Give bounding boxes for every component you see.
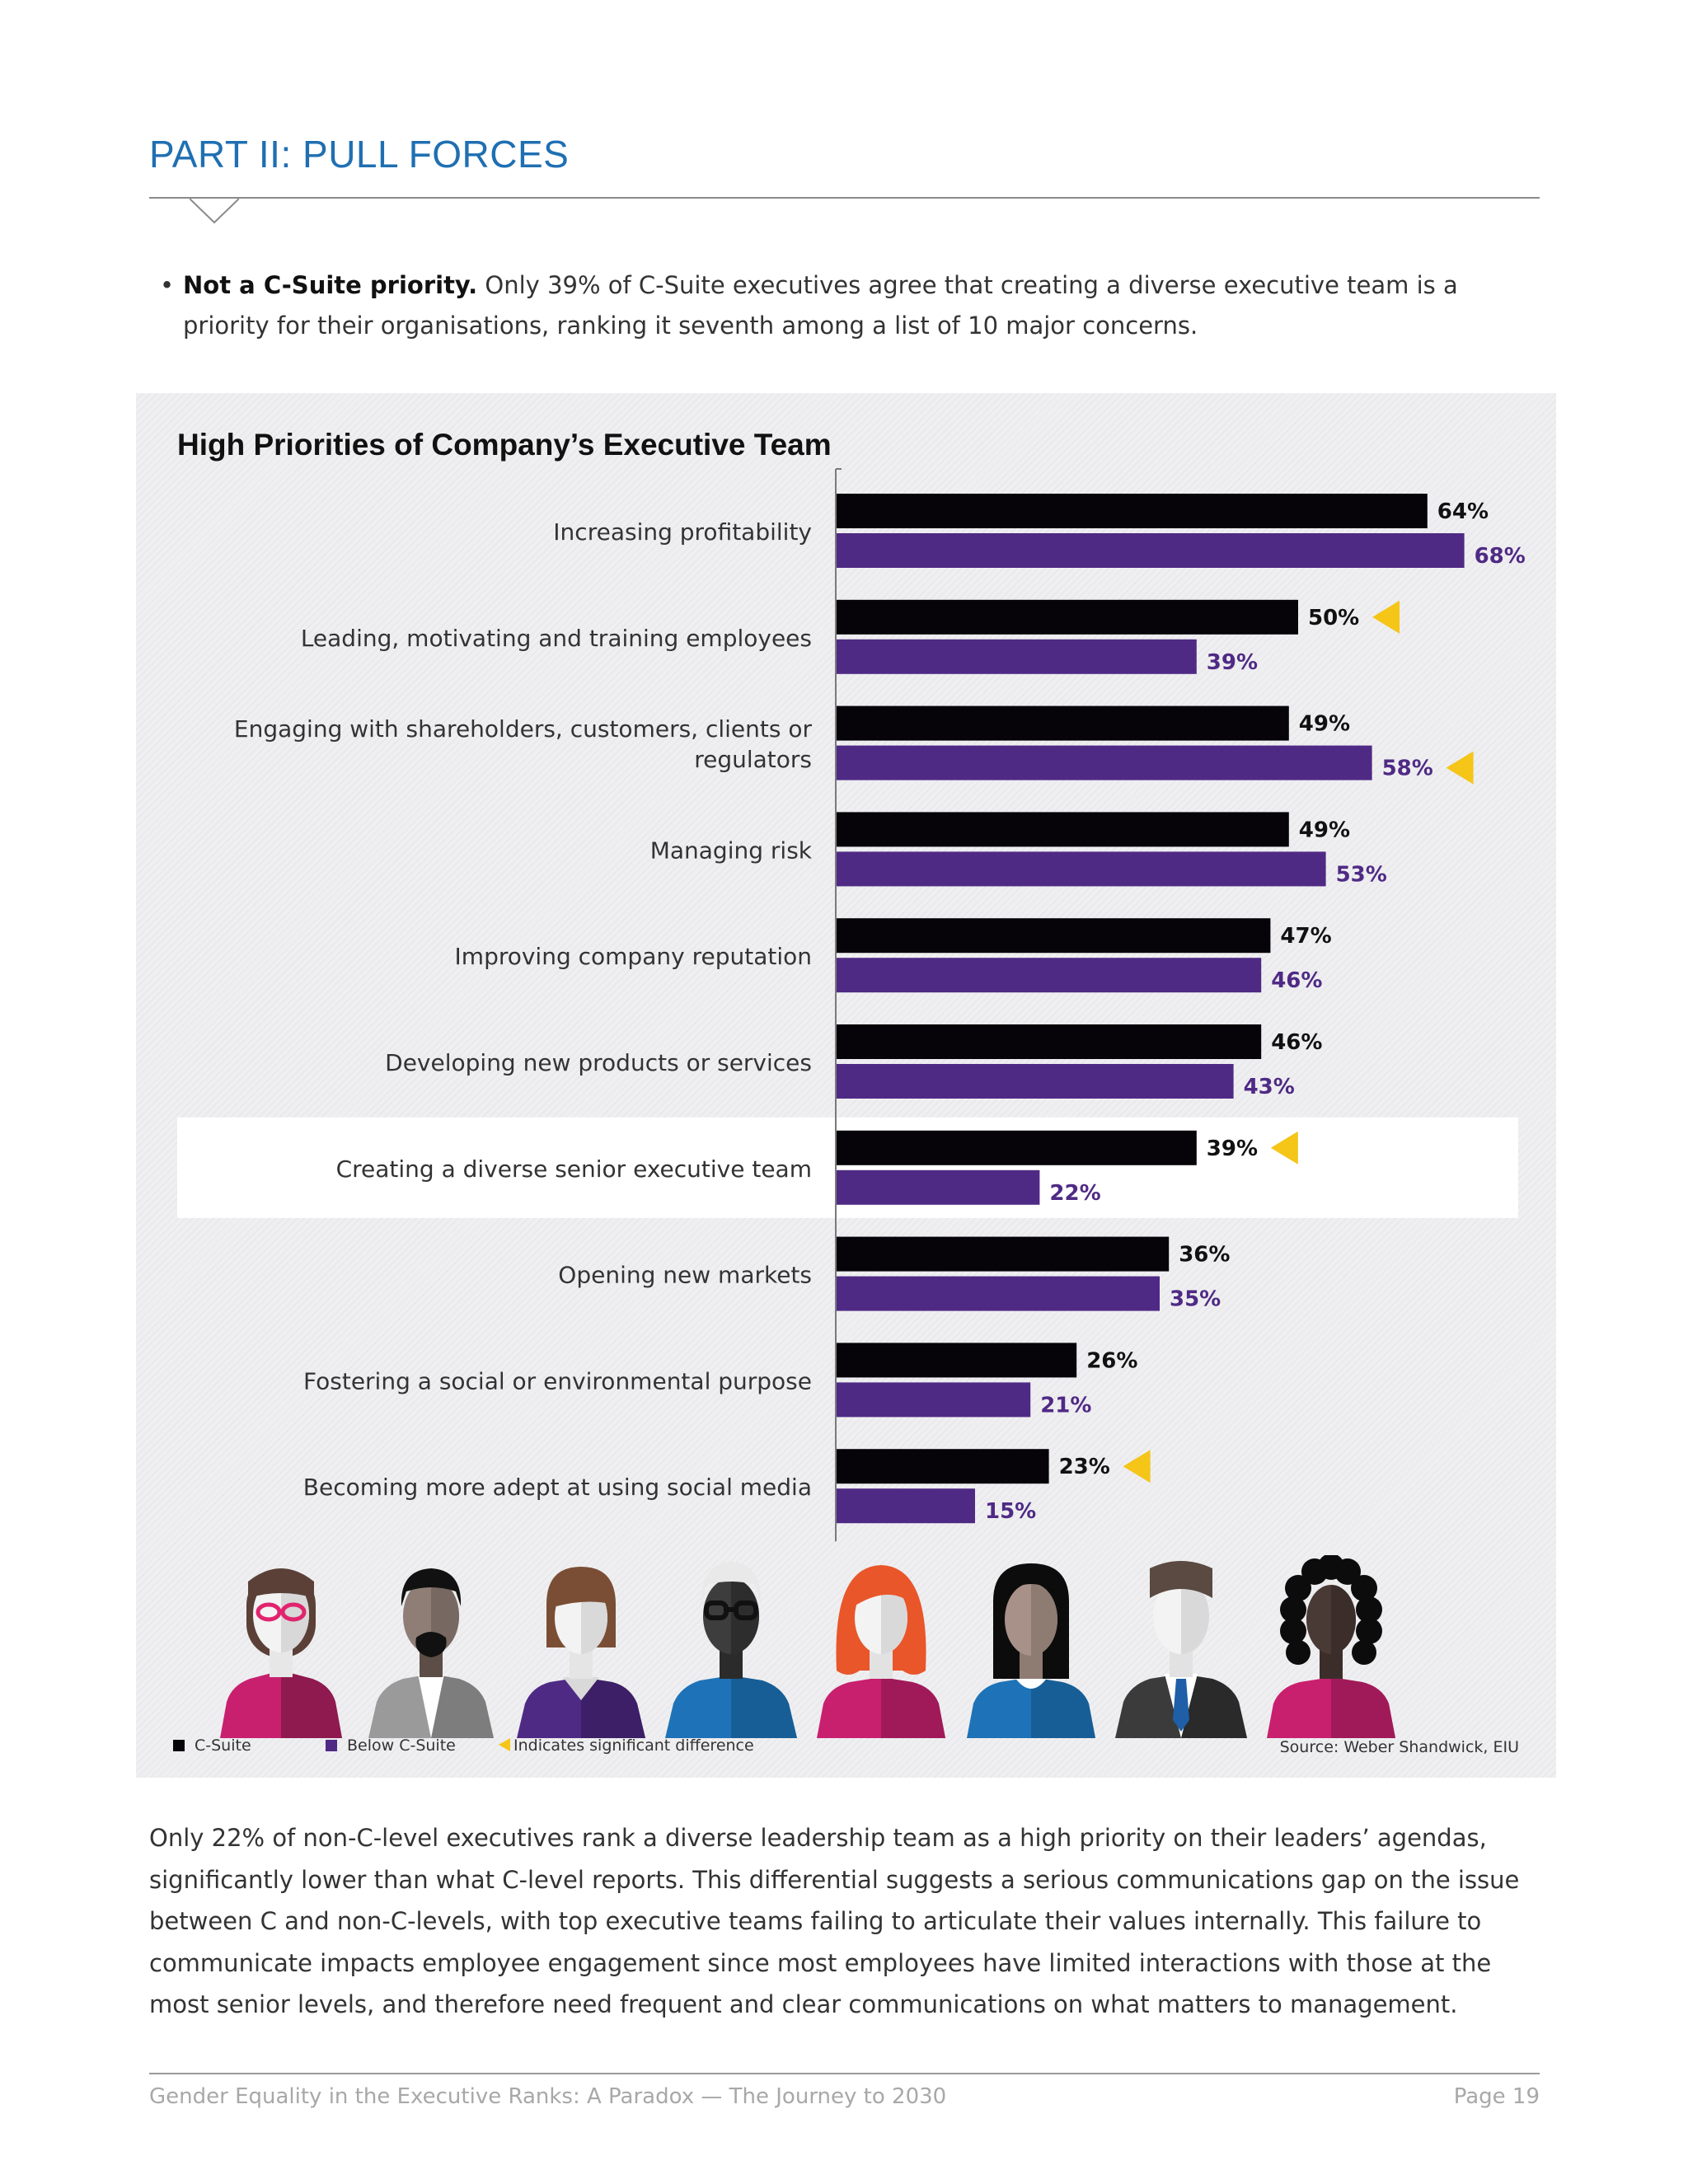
bar-below-c-suite <box>837 533 1465 568</box>
category-label: Opening new markets <box>558 1262 812 1289</box>
category-label: Increasing profitability <box>553 518 812 546</box>
category-label: Becoming more adept at using social medi… <box>303 1474 812 1501</box>
bar-c-suite <box>837 1236 1170 1272</box>
data-label: 46% <box>1271 968 1322 993</box>
data-label: 47% <box>1280 924 1331 949</box>
legend-label-significant: Indicates significant difference <box>513 1736 754 1755</box>
data-label: 26% <box>1086 1348 1137 1373</box>
body-paragraph: Only 22% of non-C-level executives rank … <box>149 1824 1520 2018</box>
legend-item-below-c-suite: Below C-Suite <box>326 1736 456 1755</box>
woman-long-hair-icon <box>967 1563 1095 1738</box>
category-label: Engaging with shareholders, customers, c… <box>234 715 813 743</box>
data-label: 39% <box>1207 650 1258 675</box>
woman-bob-icon <box>517 1567 645 1738</box>
category-label: Improving company reputation <box>455 943 812 970</box>
bar-below-c-suite <box>837 745 1372 780</box>
legend-label-c-suite: C-Suite <box>195 1736 251 1755</box>
data-label: 49% <box>1299 818 1350 842</box>
woman-glasses-icon <box>220 1568 342 1738</box>
bar-c-suite <box>837 1449 1049 1484</box>
data-label: 21% <box>1040 1393 1091 1418</box>
significant-difference-marker <box>1270 1131 1298 1165</box>
chart-source: Source: Weber Shandwick, EIU <box>1279 1738 1519 1756</box>
bullet-text: Only 39% of C-Suite executives agree tha… <box>183 271 1458 340</box>
man-beard-icon <box>368 1568 494 1738</box>
section-title: PART II: PULL FORCES <box>149 133 570 176</box>
bullet-point: • Not a C-Suite priority. Only 39% of C-… <box>160 265 1502 346</box>
chart-title: High Priorities of Company’s Executive T… <box>177 428 832 462</box>
bar-c-suite <box>837 1024 1262 1059</box>
significant-difference-marker <box>1123 1450 1151 1483</box>
significant-difference-marker <box>1446 751 1474 785</box>
bar-below-c-suite <box>837 1382 1031 1418</box>
woman-curly-hair-icon <box>1267 1555 1395 1738</box>
category-label: Developing new products or services <box>385 1049 812 1076</box>
bar-c-suite <box>837 705 1289 741</box>
data-label: 23% <box>1059 1455 1110 1479</box>
data-label: 15% <box>985 1499 1036 1524</box>
data-label: 35% <box>1170 1287 1221 1312</box>
bar-below-c-suite <box>837 1169 1040 1205</box>
data-label: 43% <box>1244 1075 1295 1099</box>
legend-swatch-below-c-suite <box>326 1740 337 1751</box>
category-label: Fostering a social or environmental purp… <box>303 1367 812 1394</box>
bar-below-c-suite <box>837 1488 975 1524</box>
significant-marker-icon <box>499 1738 510 1751</box>
data-label: 68% <box>1475 544 1526 569</box>
bar-below-c-suite <box>837 958 1262 993</box>
footer-doc-title: Gender Equality in the Executive Ranks: … <box>149 2084 947 2109</box>
data-label: 50% <box>1308 606 1359 630</box>
category-label: Creating a diverse senior executive team <box>336 1155 812 1183</box>
data-label: 46% <box>1271 1030 1322 1055</box>
title-notch-icon <box>190 198 239 224</box>
bar-c-suite <box>837 494 1428 528</box>
man-tie-icon <box>1115 1561 1247 1738</box>
data-label: 36% <box>1179 1243 1230 1268</box>
category-label: regulators <box>694 746 812 773</box>
data-label: 22% <box>1049 1181 1100 1206</box>
data-label: 64% <box>1437 499 1489 524</box>
bar-below-c-suite <box>837 639 1197 674</box>
footer-page-number: Page 19 <box>1453 2084 1540 2109</box>
footer-rule <box>149 2073 1540 2074</box>
data-label: 53% <box>1336 862 1387 887</box>
chart-panel: High Priorities of Company’s Executive T… <box>136 393 1556 1778</box>
bar-chart: Increasing profitability 64% 68% Leading, m… <box>177 468 1526 1542</box>
legend-swatch-c-suite <box>173 1740 185 1751</box>
data-label: 49% <box>1299 712 1350 737</box>
woman-red-hair-icon <box>817 1565 945 1738</box>
significant-difference-marker <box>1372 600 1400 634</box>
bar-below-c-suite <box>837 851 1326 887</box>
bar-below-c-suite <box>837 1276 1160 1311</box>
data-label: 58% <box>1382 757 1433 781</box>
man-glasses-icon <box>665 1562 797 1738</box>
bar-c-suite <box>837 918 1271 954</box>
category-label: Managing risk <box>650 837 813 864</box>
legend-item-c-suite: C-Suite <box>173 1736 251 1755</box>
bullet-dot-icon: • <box>160 271 175 299</box>
bar-c-suite <box>837 1130 1197 1165</box>
people-illustration <box>220 1555 1395 1738</box>
legend-label-below-c-suite: Below C-Suite <box>347 1736 456 1755</box>
bullet-lead: Not a C-Suite priority. <box>183 271 478 299</box>
legend-item-significant: Indicates significant difference <box>499 1736 754 1755</box>
data-label: 39% <box>1207 1137 1258 1161</box>
bar-c-suite <box>837 812 1289 847</box>
bar-c-suite <box>837 1343 1077 1378</box>
category-label: Leading, motivating and training employe… <box>301 625 812 652</box>
bar-c-suite <box>837 599 1298 635</box>
bar-below-c-suite <box>837 1064 1234 1099</box>
title-rule <box>149 197 1540 199</box>
